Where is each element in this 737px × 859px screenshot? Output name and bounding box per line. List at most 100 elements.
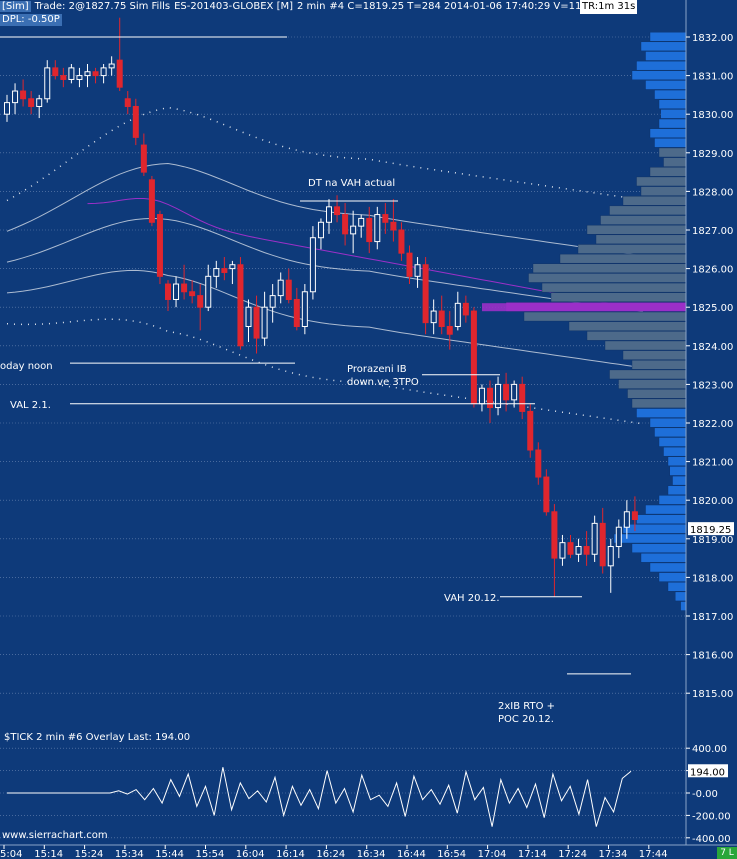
candle-body <box>148 179 155 223</box>
corner-badge[interactable]: 7 L <box>717 847 737 859</box>
candle-body <box>406 252 413 277</box>
candle-body <box>366 217 373 243</box>
time-tick-label: 15:44 <box>155 849 184 859</box>
candle-body <box>358 217 365 227</box>
candle-body <box>116 59 123 88</box>
time-tick-label: 15:24 <box>75 849 104 859</box>
volume-profile-row <box>577 244 687 254</box>
time-tick-label: 17:24 <box>558 849 587 859</box>
candle-body <box>237 264 244 347</box>
tick-axis-label: 400.00 <box>692 744 727 755</box>
candle-body <box>124 98 131 107</box>
candle-body <box>535 449 542 478</box>
time-tick-label: 15:14 <box>34 849 63 859</box>
volume-profile <box>505 31 687 611</box>
volume-profile-row <box>649 167 687 177</box>
candle-body <box>108 63 115 69</box>
candle-body <box>100 67 107 77</box>
price-grid <box>0 36 686 694</box>
candlesticks[interactable] <box>4 17 638 597</box>
volume-profile-row <box>658 147 687 158</box>
candle-body <box>132 105 139 138</box>
candle-body <box>438 310 445 327</box>
candle-body <box>60 75 67 80</box>
volume-profile-row <box>669 466 687 476</box>
volume-profile-row <box>631 543 687 553</box>
annotation-rto-1: 2xIB RTO + <box>498 701 555 712</box>
time-tick-label: 17:14 <box>518 849 547 859</box>
price-tick-label: 1823.00 <box>692 380 733 391</box>
candle-body <box>245 306 252 328</box>
time-tick-label: 16:24 <box>316 849 345 859</box>
candle-body <box>156 214 163 277</box>
volume-profile-row <box>631 70 687 81</box>
time-tick-label: 16:34 <box>357 849 386 859</box>
candle-body <box>4 102 10 115</box>
tick-series-line <box>7 767 632 827</box>
sierrachart-link[interactable]: www.sierrachart.com <box>2 830 108 841</box>
candle-body <box>36 98 43 107</box>
volume-profile-row <box>658 118 687 129</box>
volume-profile-row <box>649 31 687 42</box>
volume-profile-row <box>660 109 687 119</box>
volume-profile-row <box>609 369 687 380</box>
annotation-prorazeni-1: Prorazeni IB <box>347 364 407 375</box>
candle-body <box>205 275 212 308</box>
candle-body <box>261 306 268 339</box>
candle-body <box>567 542 574 555</box>
candle-body <box>575 546 582 555</box>
candle-body <box>382 214 389 223</box>
volume-profile-row <box>649 562 687 573</box>
annotation-today-noon: oday noon <box>0 361 53 372</box>
time-axis[interactable]: 5:04 15:14 15:24 15:34 15:44 15:54 16:04 16:14 1… <box>0 844 737 859</box>
candle-body <box>527 410 534 451</box>
candle-body <box>189 291 196 297</box>
tick-last-label: 194.00 <box>690 767 725 778</box>
candle-body <box>591 522 598 555</box>
candle-body <box>398 229 405 254</box>
volume-profile-row <box>667 582 687 592</box>
price-axis[interactable]: 1832.00 1831.00 1830.00 1829.00 1828.00 1827.… <box>685 0 734 845</box>
time-tick-label: 16:54 <box>437 849 466 859</box>
time-remaining: TR:1m 31s <box>580 0 638 14</box>
volume-profile-row <box>636 60 687 71</box>
time-tick-label: 16:44 <box>397 849 426 859</box>
price-tick-label: 1818.00 <box>692 573 733 584</box>
candle-body <box>326 206 332 223</box>
tick-axis-label: -0.00 <box>692 789 718 800</box>
candle-body <box>173 283 180 300</box>
last-price-label: 1819.25 <box>690 525 731 536</box>
candle-body <box>615 526 622 548</box>
candle-body <box>12 90 19 104</box>
volume-profile-row <box>658 99 687 109</box>
annotation-rto-2: POC 20.12. <box>498 714 554 725</box>
candle-body <box>68 67 75 80</box>
tick-last-box <box>688 764 728 778</box>
volume-profile-row <box>645 80 687 90</box>
volume-profile-row <box>622 350 687 360</box>
interval-label: 2 min <box>297 1 326 12</box>
candle-body <box>213 268 220 277</box>
candle-body <box>28 98 35 107</box>
price-tick-label: 1830.00 <box>692 110 733 121</box>
sim-tag[interactable]: [Sim] <box>0 1 31 12</box>
time-tick-label: 17:04 <box>478 849 507 859</box>
volume-profile-row <box>667 456 687 467</box>
price-tick-label: 1824.00 <box>692 342 733 353</box>
volume-profile-row <box>604 340 687 351</box>
price-tick-label: 1821.00 <box>692 458 733 469</box>
volume-profile-row <box>636 408 687 418</box>
tick-axis-label: -200.00 <box>692 811 731 822</box>
candle-body <box>519 383 526 412</box>
candle-body <box>543 476 550 513</box>
volume-profile-row <box>672 475 687 486</box>
candle-body <box>181 283 188 293</box>
volume-profile-row <box>622 524 687 534</box>
volume-profile-row <box>559 253 687 264</box>
candle-body <box>92 71 99 77</box>
candle-body <box>253 306 260 339</box>
volume-profile-row <box>609 205 687 216</box>
candle-body <box>487 387 493 409</box>
volume-profile-row <box>654 427 687 438</box>
